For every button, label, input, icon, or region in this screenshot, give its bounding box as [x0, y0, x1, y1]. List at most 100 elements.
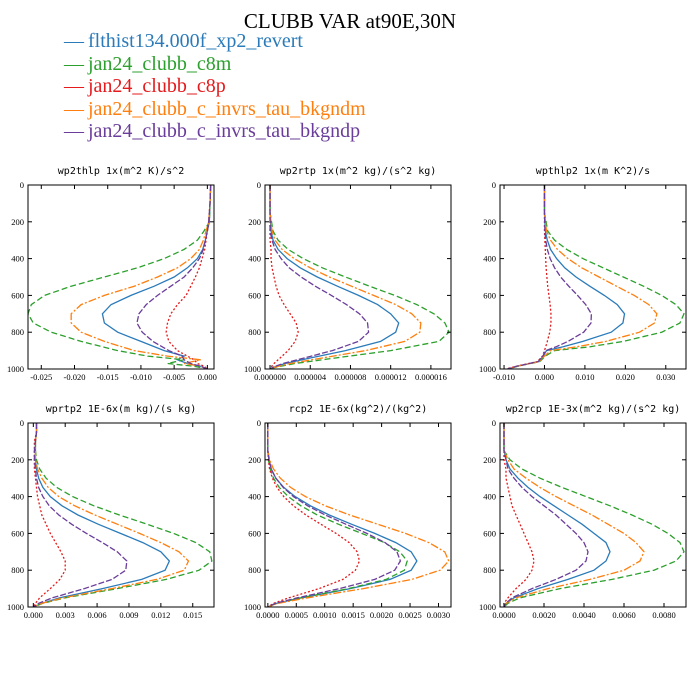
x-tick-label: 0.006 [88, 610, 107, 620]
x-tick-label: -0.020 [64, 372, 86, 382]
panel-5: rcp2 1E-6x(kg^2)/(kg^2) 0 200 400 600 800 1000… [244, 404, 452, 620]
legend-item: — jan24_clubb_c_invrs_tau_bkgndm [64, 98, 366, 121]
y-tick-label: 800 [248, 565, 261, 575]
series-line-3 [269, 185, 299, 369]
y-tick-label: 1000 [7, 602, 24, 612]
series-line-4 [507, 185, 658, 369]
x-tick-label: 0.000004 [294, 372, 327, 382]
panel-4: wprtp2 1E-6x(m kg)/(s kg) 0 200 400 600 800 10… [7, 404, 215, 620]
series-line-5 [136, 185, 212, 369]
y-tick-label: 400 [483, 254, 496, 264]
y-tick-label: 200 [483, 455, 496, 465]
plot-frame [264, 184, 452, 370]
series-group [267, 423, 450, 607]
series-line-1 [507, 185, 626, 369]
x-tick-label: 0.0030 [427, 610, 450, 620]
legend: — flthist134.000f_xp2_revert — jan24_clubb_… [64, 30, 366, 143]
y-tick-label: 800 [248, 327, 261, 337]
y-tick-label: 0 [492, 180, 496, 190]
series-line-5 [507, 185, 593, 369]
x-tick-label: 0.000012 [375, 372, 407, 382]
x-tick-label: 0.0020 [370, 610, 393, 620]
legend-label: jan24_clubb_c_invrs_tau_bkgndp [88, 120, 361, 142]
y-tick-label: 600 [11, 290, 24, 300]
series-group [503, 423, 685, 607]
series-line-3 [165, 185, 212, 369]
y-tick-label: 400 [248, 492, 261, 502]
x-tick-label: 0.010 [575, 372, 594, 382]
x-tick-label: 0.000 [24, 610, 43, 620]
y-tick-label: 0 [257, 418, 261, 428]
series-line-2 [503, 423, 685, 607]
legend-item: — jan24_clubb_c8m [64, 53, 366, 76]
y-tick-label: 200 [11, 217, 24, 227]
series-line-3 [267, 423, 361, 607]
x-tick-label: 0.009 [119, 610, 138, 620]
series-line-3 [503, 423, 535, 607]
x-tick-label: 0.020 [616, 372, 635, 382]
x-tick-label: -0.010 [130, 372, 152, 382]
plot-frame [264, 422, 452, 608]
panel-title: wp2thlp 1x(m^2 K)/s^2 [58, 166, 184, 177]
y-tick-label: 600 [248, 290, 261, 300]
series-group [505, 185, 685, 369]
series-line-2 [28, 185, 212, 369]
series-line-4 [267, 423, 450, 607]
y-tick-label: 1000 [244, 364, 261, 374]
series-line-3 [32, 423, 66, 607]
x-tick-label: 0.000008 [335, 372, 367, 382]
x-tick-label: 0.0000 [492, 610, 515, 620]
y-tick-label: 0 [20, 180, 24, 190]
panel-title: wprtp2 1E-6x(m kg)/(s kg) [46, 404, 197, 415]
y-tick-label: 0 [257, 180, 261, 190]
y-tick-label: 800 [483, 565, 496, 575]
legend-item: — jan24_clubb_c_invrs_tau_bkgndp [64, 120, 366, 143]
legend-label: jan24_clubb_c8p [88, 75, 226, 97]
series-line-2 [507, 185, 685, 369]
legend-label: jan24_clubb_c8m [88, 52, 232, 75]
series-line-5 [269, 185, 370, 369]
x-tick-label: 0.0060 [612, 610, 635, 620]
y-tick-label: 800 [11, 565, 24, 575]
legend-swatch: — [64, 75, 84, 97]
x-tick-label: 0.030 [656, 372, 675, 382]
y-tick-label: 1000 [244, 602, 261, 612]
y-tick-label: 200 [483, 217, 496, 227]
series-line-5 [267, 423, 402, 607]
x-tick-label: 0.000 [535, 372, 554, 382]
x-tick-label: 0.000016 [415, 372, 447, 382]
y-tick-label: 0 [20, 418, 24, 428]
x-tick-label: 0.000000 [254, 372, 286, 382]
plot-frame [27, 184, 215, 370]
x-tick-label: -0.015 [97, 372, 119, 382]
legend-item: — flthist134.000f_xp2_revert [64, 30, 366, 53]
legend-item: — jan24_clubb_c8p [64, 75, 366, 98]
series-group [269, 185, 450, 369]
series-line-5 [32, 423, 128, 607]
legend-swatch: — [64, 30, 84, 52]
y-tick-label: 1000 [7, 364, 24, 374]
y-tick-label: 0 [492, 418, 496, 428]
series-group [28, 185, 212, 369]
series-line-2 [269, 185, 450, 369]
x-tick-label: 0.000 [198, 372, 217, 382]
y-tick-label: 400 [248, 254, 261, 264]
panel-1: wp2thlp 1x(m^2 K)/s^2 0 200 400 600 800 1000 -0… [7, 166, 217, 382]
y-tick-label: 400 [11, 254, 24, 264]
legend-swatch: — [64, 120, 84, 142]
x-tick-label: 0.0020 [532, 610, 555, 620]
y-tick-label: 800 [483, 327, 496, 337]
series-line-1 [503, 423, 611, 607]
y-tick-label: 800 [11, 327, 24, 337]
x-tick-label: -0.005 [163, 372, 185, 382]
series-line-2 [267, 423, 408, 607]
y-tick-label: 600 [248, 528, 261, 538]
series-line-1 [33, 423, 171, 607]
series-line-4 [33, 423, 190, 607]
y-tick-label: 600 [483, 528, 496, 538]
plot-frame [499, 184, 687, 370]
legend-swatch: — [64, 52, 84, 75]
x-tick-label: -0.010 [493, 372, 515, 382]
y-tick-label: 600 [483, 290, 496, 300]
